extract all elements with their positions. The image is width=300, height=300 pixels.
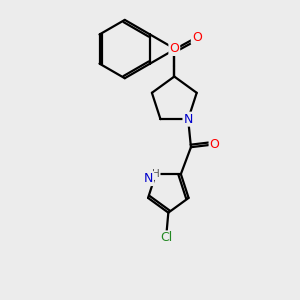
Text: Cl: Cl: [160, 231, 172, 244]
Text: O: O: [210, 138, 219, 151]
Text: O: O: [169, 42, 179, 55]
Text: N: N: [144, 172, 153, 185]
Text: O: O: [192, 31, 202, 44]
Text: N: N: [184, 112, 193, 126]
Text: H: H: [152, 169, 160, 179]
